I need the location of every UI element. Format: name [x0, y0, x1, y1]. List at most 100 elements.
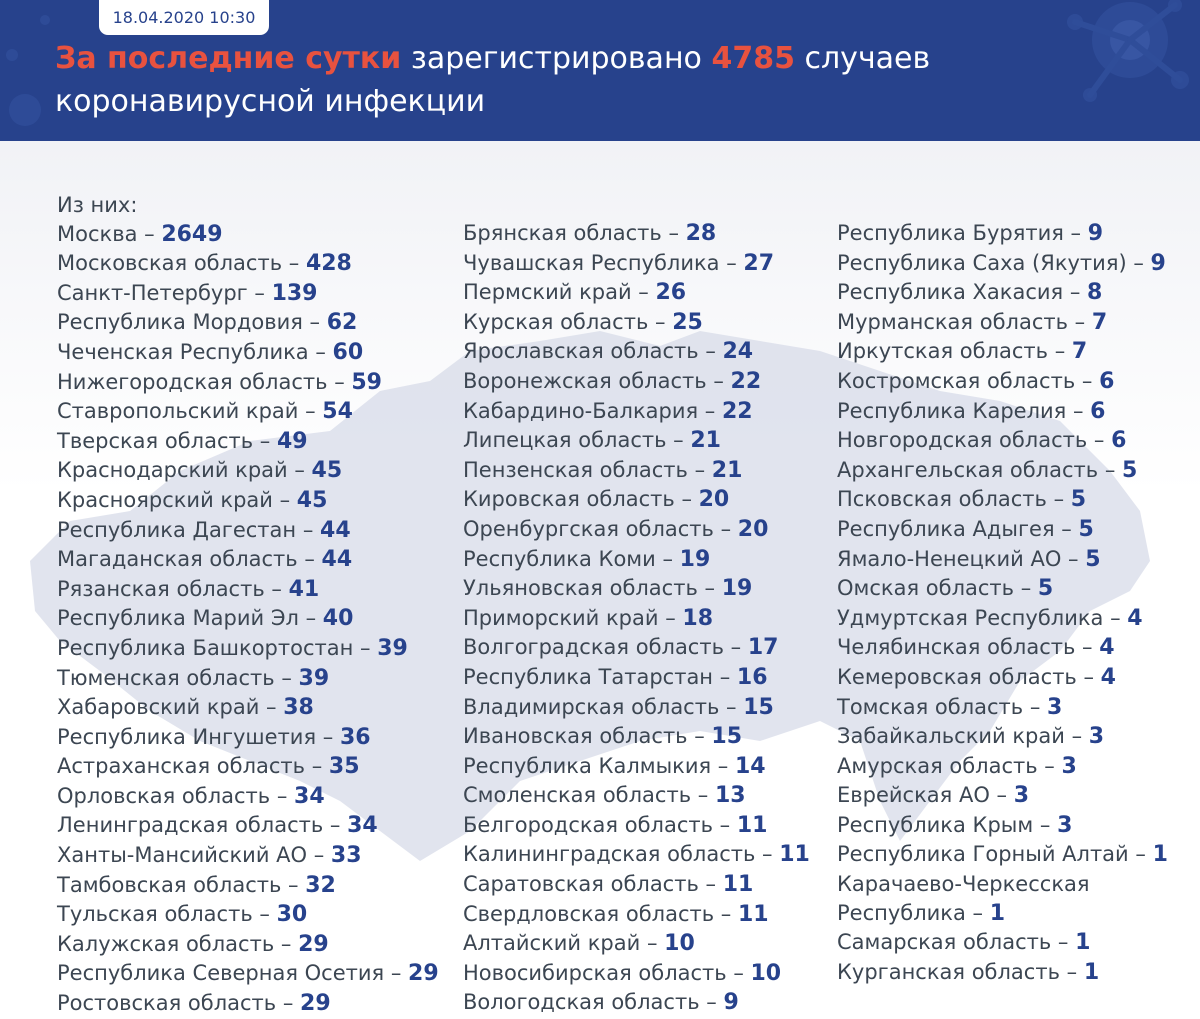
- region-name: Томская область: [837, 694, 1024, 719]
- region-name: Ярославская область: [463, 339, 699, 364]
- region-name: Республика Саха (Якутия): [837, 250, 1127, 275]
- region-name: Хабаровский край: [57, 695, 260, 720]
- region-name: Московская область: [57, 251, 283, 276]
- total-cases: 4785: [711, 41, 795, 76]
- case-count: 9: [1087, 221, 1104, 246]
- region-row: Псковская область – 5: [837, 487, 1087, 513]
- region-name: Волгоградская область: [463, 635, 724, 660]
- region-name: Воронежская область: [463, 368, 707, 393]
- region-name: Республика Мордовия: [57, 310, 303, 335]
- region-row: Пермский край – 26: [463, 280, 687, 306]
- case-count: 3: [1013, 783, 1030, 809]
- region-row: Забайкальский край – 3: [837, 724, 1105, 750]
- region-row: Удмуртская Республика – 4: [837, 605, 1143, 631]
- region-row: Тульская область – 30: [57, 902, 308, 928]
- region-name: Тамбовская область: [57, 872, 282, 897]
- region-row: Республика Татарстан – 16: [463, 664, 768, 690]
- region-name: Республика Горный Алтай: [837, 842, 1129, 867]
- region-row: Ставропольский край – 54: [57, 399, 353, 425]
- case-count: 20: [737, 516, 769, 542]
- region-row: Ленинградская область – 34: [57, 813, 378, 839]
- region-row: Республика Ингушетия – 36: [57, 724, 371, 750]
- region-row: Новосибирская область – 10: [463, 960, 782, 986]
- region-name: Тюменская область: [57, 665, 275, 690]
- region-name: Свердловская область: [463, 901, 715, 926]
- region-row: Ивановская область – 15: [463, 724, 743, 750]
- region-name: Ямало-Ненецкий АО: [837, 546, 1062, 571]
- case-count: 44: [321, 547, 353, 573]
- case-count: 29: [298, 931, 329, 957]
- region-row: Вологодская область – 9: [463, 990, 739, 1016]
- case-count: 3: [1088, 724, 1105, 750]
- region-name: Смоленская область: [463, 783, 692, 808]
- case-count: 40: [322, 606, 354, 632]
- region-row: Смоленская область – 13: [463, 783, 746, 809]
- region-row: Республика – 1: [837, 900, 1006, 926]
- case-count: 29: [300, 991, 331, 1017]
- headline-accent: За последние сутки: [55, 41, 402, 76]
- case-count: 38: [283, 695, 314, 721]
- region-row: Ямало-Ненецкий АО – 5: [837, 546, 1101, 572]
- case-count: 59: [351, 369, 382, 395]
- region-row: Самарская область – 1: [837, 930, 1091, 956]
- region-row: Амурская область – 3: [837, 753, 1077, 779]
- region-row: Республика Крым – 3: [837, 812, 1073, 838]
- case-count: 60: [332, 339, 364, 365]
- headline-end: случаев: [804, 41, 931, 76]
- region-row: Челябинская область – 4: [837, 635, 1115, 661]
- case-count: 5: [1070, 487, 1087, 513]
- date-badge: 18.04.2020 10:30: [99, 0, 269, 35]
- region-row: Республика Карелия – 6: [837, 398, 1106, 424]
- region-row: Республика Бурятия – 9: [837, 221, 1104, 246]
- region-row: Республика Коми – 19: [463, 546, 711, 572]
- case-count: 5: [1037, 576, 1054, 602]
- region-row: Саратовская область – 11: [463, 872, 754, 898]
- region-name: Челябинская область: [837, 635, 1076, 660]
- region-row: Республика Мордовия – 62: [57, 310, 358, 336]
- region-name: Республика Адыгея: [837, 516, 1055, 541]
- region-name: Ханты-Мансийский АО: [57, 843, 308, 868]
- region-name: Чеченская Республика: [57, 339, 309, 364]
- case-count: 62: [326, 310, 358, 336]
- case-count: 3: [1047, 694, 1063, 720]
- region-name: Республика Северная Осетия: [57, 961, 385, 986]
- region-name: Владимирская область: [463, 694, 720, 719]
- region-row: Ханты-Мансийский АО – 33: [57, 843, 362, 869]
- region-name: Ивановская область: [463, 724, 688, 749]
- region-name: Республика Коми: [463, 546, 656, 571]
- case-count: 11: [779, 842, 810, 868]
- case-count: 9: [1150, 250, 1166, 276]
- region-row: Хабаровский край – 38: [57, 695, 314, 721]
- case-count: 25: [672, 309, 703, 335]
- region-row: Еврейская АО – 3: [837, 783, 1030, 809]
- case-count: 4: [1099, 635, 1115, 661]
- region-name: Новгородская область: [837, 428, 1088, 453]
- region-row: Тверская область – 49: [57, 428, 308, 454]
- region-name: Самарская область: [837, 930, 1052, 955]
- region-name: Санкт-Петербург: [57, 280, 248, 305]
- case-count: 34: [347, 813, 378, 839]
- region-row: Пензенская область – 21: [463, 457, 743, 483]
- region-name: Вологодская область: [463, 990, 700, 1015]
- region-name: Республика Дагестан: [57, 517, 297, 542]
- region-row: Волгоградская область – 17: [463, 635, 779, 661]
- region-name: Чувашская Республика: [463, 250, 720, 275]
- region-row: Ярославская область – 24: [463, 339, 754, 365]
- case-count: 4: [1127, 605, 1143, 631]
- case-count: 5: [1122, 457, 1138, 483]
- region-row: Москва – 2649: [57, 221, 223, 247]
- region-name: Амурская область: [837, 753, 1038, 778]
- region-row: Кабардино-Балкария – 22: [463, 398, 753, 424]
- case-count: 44: [320, 517, 351, 543]
- case-count: 33: [330, 843, 362, 869]
- region-row: Карачаево-Черкесская: [837, 870, 1168, 899]
- region-row: Чеченская Республика – 60: [57, 339, 364, 365]
- region-name: Орловская область: [57, 783, 271, 808]
- region-row: Алтайский край – 10: [463, 931, 695, 957]
- region-name: Мурманская область: [837, 309, 1068, 334]
- case-count: 7: [1091, 309, 1108, 335]
- region-name: Омская область: [837, 576, 1015, 601]
- region-name: Ленинградская область: [57, 813, 324, 838]
- region-row: Астраханская область – 35: [57, 754, 360, 780]
- region-name: Республика Карелия: [837, 398, 1067, 423]
